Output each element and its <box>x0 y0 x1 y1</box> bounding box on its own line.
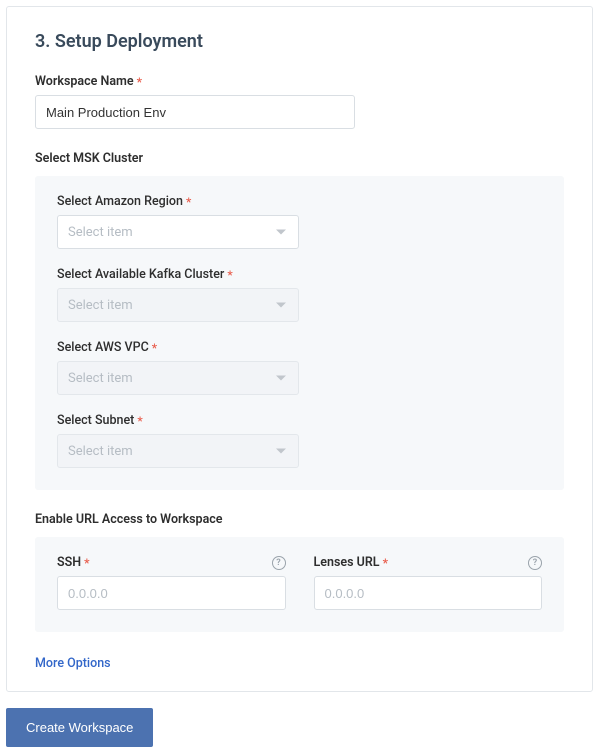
vpc-label: Select AWS VPC * <box>57 340 542 355</box>
chevron-down-icon <box>276 303 286 308</box>
lenses-label-row: Lenses URL * ? <box>314 555 543 570</box>
subnet-label-text: Select Subnet <box>57 413 134 428</box>
subnet-placeholder: Select item <box>68 444 133 459</box>
deployment-card: 3. Setup Deployment Workspace Name * Sel… <box>6 6 593 692</box>
lenses-label: Lenses URL * <box>314 555 388 570</box>
help-icon[interactable]: ? <box>528 556 542 570</box>
vpc-placeholder: Select item <box>68 371 133 386</box>
ssh-label: SSH * <box>57 555 90 570</box>
msk-panel: Select Amazon Region * Select item Selec… <box>35 176 564 490</box>
workspace-name-label-text: Workspace Name <box>35 74 134 89</box>
url-row: SSH * ? Lenses URL * ? <box>57 555 542 610</box>
vpc-field: Select AWS VPC * Select item <box>57 340 542 395</box>
vpc-select: Select item <box>57 361 299 395</box>
ssh-input[interactable] <box>57 576 286 610</box>
kafka-field: Select Available Kafka Cluster * Select … <box>57 267 542 322</box>
region-label: Select Amazon Region * <box>57 194 542 209</box>
workspace-name-input[interactable] <box>35 95 355 129</box>
subnet-label: Select Subnet * <box>57 413 542 428</box>
kafka-label: Select Available Kafka Cluster * <box>57 267 542 282</box>
required-indicator: * <box>227 269 232 281</box>
chevron-down-icon <box>276 449 286 454</box>
msk-section-label: Select MSK Cluster <box>35 151 564 166</box>
region-select[interactable]: Select item <box>57 215 299 249</box>
vpc-label-text: Select AWS VPC <box>57 340 149 355</box>
url-section-label: Enable URL Access to Workspace <box>35 512 564 527</box>
create-workspace-button[interactable]: Create Workspace <box>6 708 153 747</box>
workspace-name-field: Workspace Name * <box>35 74 564 129</box>
lenses-label-text: Lenses URL <box>314 555 380 570</box>
kafka-select: Select item <box>57 288 299 322</box>
required-indicator: * <box>186 196 191 208</box>
help-icon[interactable]: ? <box>272 556 286 570</box>
subnet-select: Select item <box>57 434 299 468</box>
url-panel: SSH * ? Lenses URL * ? <box>35 537 564 632</box>
chevron-down-icon <box>276 376 286 381</box>
region-field: Select Amazon Region * Select item <box>57 194 542 249</box>
ssh-label-text: SSH <box>57 555 81 570</box>
region-placeholder: Select item <box>68 225 133 240</box>
workspace-name-label: Workspace Name * <box>35 74 564 89</box>
required-indicator: * <box>84 557 89 569</box>
kafka-label-text: Select Available Kafka Cluster <box>57 267 224 282</box>
kafka-placeholder: Select item <box>68 298 133 313</box>
ssh-field: SSH * ? <box>57 555 286 610</box>
required-indicator: * <box>383 557 388 569</box>
required-indicator: * <box>137 415 142 427</box>
region-label-text: Select Amazon Region <box>57 194 183 209</box>
required-indicator: * <box>137 76 142 88</box>
subnet-field: Select Subnet * Select item <box>57 413 542 468</box>
more-options-link[interactable]: More Options <box>35 656 111 671</box>
card-title: 3. Setup Deployment <box>35 31 564 52</box>
lenses-input[interactable] <box>314 576 543 610</box>
chevron-down-icon <box>276 230 286 235</box>
ssh-label-row: SSH * ? <box>57 555 286 570</box>
lenses-field: Lenses URL * ? <box>314 555 543 610</box>
required-indicator: * <box>152 342 157 354</box>
